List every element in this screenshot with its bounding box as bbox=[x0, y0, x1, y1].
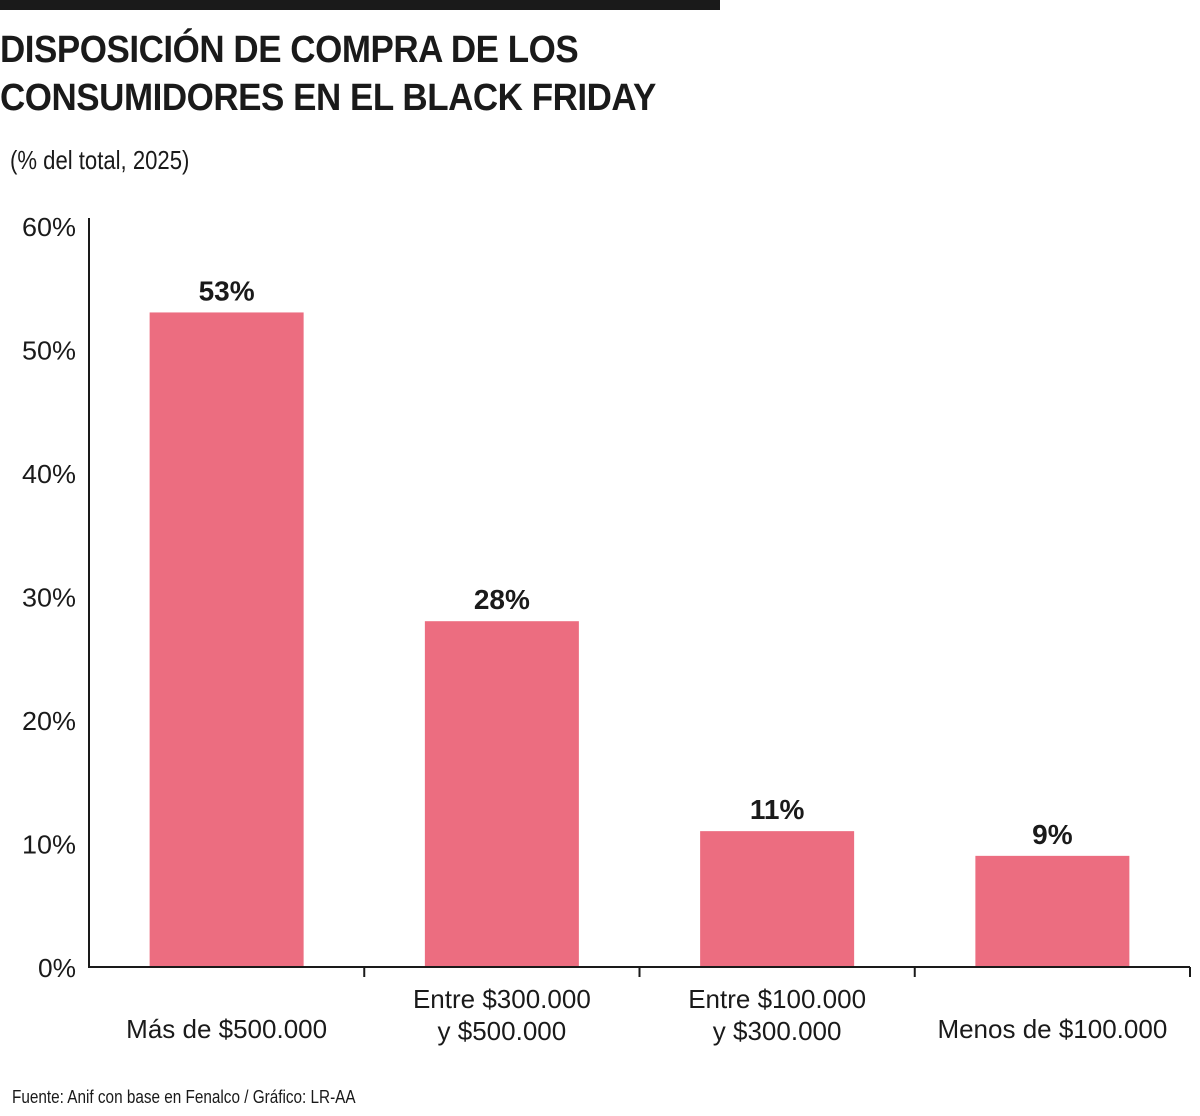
y-axis: 0% 10% 20% 30% 40% 50% 60% bbox=[22, 212, 90, 983]
chart-title-line-2: CONSUMIDORES EN EL BLACK FRIDAY bbox=[0, 77, 656, 119]
value-label: 11% bbox=[750, 794, 805, 825]
category-label: Entre $300.000 bbox=[413, 984, 591, 1014]
x-axis bbox=[89, 966, 1191, 977]
value-labels: 53% 28% 11% 9% bbox=[199, 275, 1073, 849]
source-note: Fuente: Anif con base en Fenalco / Gráfi… bbox=[12, 1087, 356, 1107]
bar bbox=[149, 312, 304, 967]
category-label: y $500.000 bbox=[438, 1016, 567, 1046]
category-label: Más de $500.000 bbox=[126, 1014, 327, 1044]
bar bbox=[424, 621, 579, 967]
y-tick-label: 50% bbox=[22, 336, 76, 366]
category-label: Menos de $100.000 bbox=[937, 1014, 1167, 1044]
value-label: 9% bbox=[1032, 819, 1073, 850]
y-tick-label: 40% bbox=[22, 459, 76, 489]
bar bbox=[975, 855, 1130, 967]
value-label: 28% bbox=[474, 584, 530, 615]
bar bbox=[700, 831, 855, 967]
category-label: y $300.000 bbox=[713, 1016, 842, 1046]
y-tick-label: 0% bbox=[38, 953, 76, 983]
category-label: Entre $100.000 bbox=[688, 984, 866, 1014]
y-tick-label: 10% bbox=[22, 830, 76, 860]
chart-title-line-1: DISPOSICIÓN DE COMPRA DE LOS bbox=[0, 29, 579, 71]
bar-chart: 0% 10% 20% 30% 40% 50% 60% 53% 28% 11% 9% Más de … bbox=[22, 212, 1191, 1046]
y-tick-label: 20% bbox=[22, 706, 76, 736]
value-label: 53% bbox=[199, 275, 255, 306]
y-tick-label: 60% bbox=[22, 212, 76, 242]
chart-subtitle: (% del total, 2025) bbox=[10, 145, 190, 175]
top-rule bbox=[0, 0, 720, 10]
chart-title: DISPOSICIÓN DE COMPRA DE LOS CONSUMIDORE… bbox=[0, 26, 699, 122]
bars bbox=[149, 312, 1130, 967]
y-tick-label: 30% bbox=[22, 583, 76, 613]
